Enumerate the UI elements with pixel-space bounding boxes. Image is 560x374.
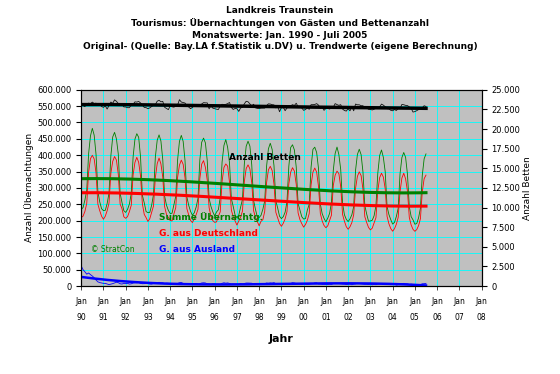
Text: 99: 99: [277, 313, 286, 322]
Text: 93: 93: [143, 313, 153, 322]
Y-axis label: Anzahl Übernachtungen: Anzahl Übernachtungen: [25, 134, 35, 242]
Text: Jan: Jan: [365, 297, 376, 306]
Text: Jan: Jan: [454, 297, 465, 306]
Text: 05: 05: [410, 313, 420, 322]
Text: Landkreis Traunstein
Tourismus: Übernachtungen von Gästen und Bettenanzahl
Monat: Landkreis Traunstein Tourismus: Übernach…: [83, 6, 477, 51]
Text: 95: 95: [188, 313, 197, 322]
Text: Jan: Jan: [164, 297, 176, 306]
Text: Anzahl Betten: Anzahl Betten: [230, 153, 301, 162]
Text: G. aus Deutschland: G. aus Deutschland: [159, 229, 258, 238]
Text: 97: 97: [232, 313, 242, 322]
Text: 94: 94: [165, 313, 175, 322]
Text: Summe Übernachtg.: Summe Übernachtg.: [159, 212, 263, 222]
Text: Jan: Jan: [75, 297, 87, 306]
Text: Jan: Jan: [120, 297, 132, 306]
Text: 00: 00: [299, 313, 309, 322]
Text: Jan: Jan: [409, 297, 421, 306]
Text: Jan: Jan: [253, 297, 265, 306]
Text: 91: 91: [99, 313, 108, 322]
Text: Jan: Jan: [186, 297, 198, 306]
Text: G. aus Ausland: G. aus Ausland: [159, 245, 235, 254]
Text: 03: 03: [366, 313, 375, 322]
Text: 06: 06: [432, 313, 442, 322]
Text: Jan: Jan: [231, 297, 243, 306]
Text: 08: 08: [477, 313, 487, 322]
Text: Jan: Jan: [431, 297, 443, 306]
Text: Jan: Jan: [298, 297, 310, 306]
Text: Jan: Jan: [320, 297, 332, 306]
Text: Jan: Jan: [276, 297, 287, 306]
Text: Jan: Jan: [142, 297, 154, 306]
Text: Jan: Jan: [387, 297, 399, 306]
Text: 92: 92: [121, 313, 130, 322]
Text: 01: 01: [321, 313, 331, 322]
Text: 07: 07: [455, 313, 464, 322]
Text: Jan: Jan: [97, 297, 109, 306]
Text: 04: 04: [388, 313, 398, 322]
Text: Jan: Jan: [342, 297, 354, 306]
Text: Jahr: Jahr: [269, 334, 294, 344]
Text: Jan: Jan: [475, 297, 488, 306]
Y-axis label: Anzahl Betten: Anzahl Betten: [523, 156, 532, 220]
Text: Jan: Jan: [209, 297, 221, 306]
Text: 98: 98: [254, 313, 264, 322]
Text: 96: 96: [210, 313, 220, 322]
Text: 02: 02: [343, 313, 353, 322]
Text: 90: 90: [76, 313, 86, 322]
Text: © StratCon: © StratCon: [91, 245, 135, 254]
